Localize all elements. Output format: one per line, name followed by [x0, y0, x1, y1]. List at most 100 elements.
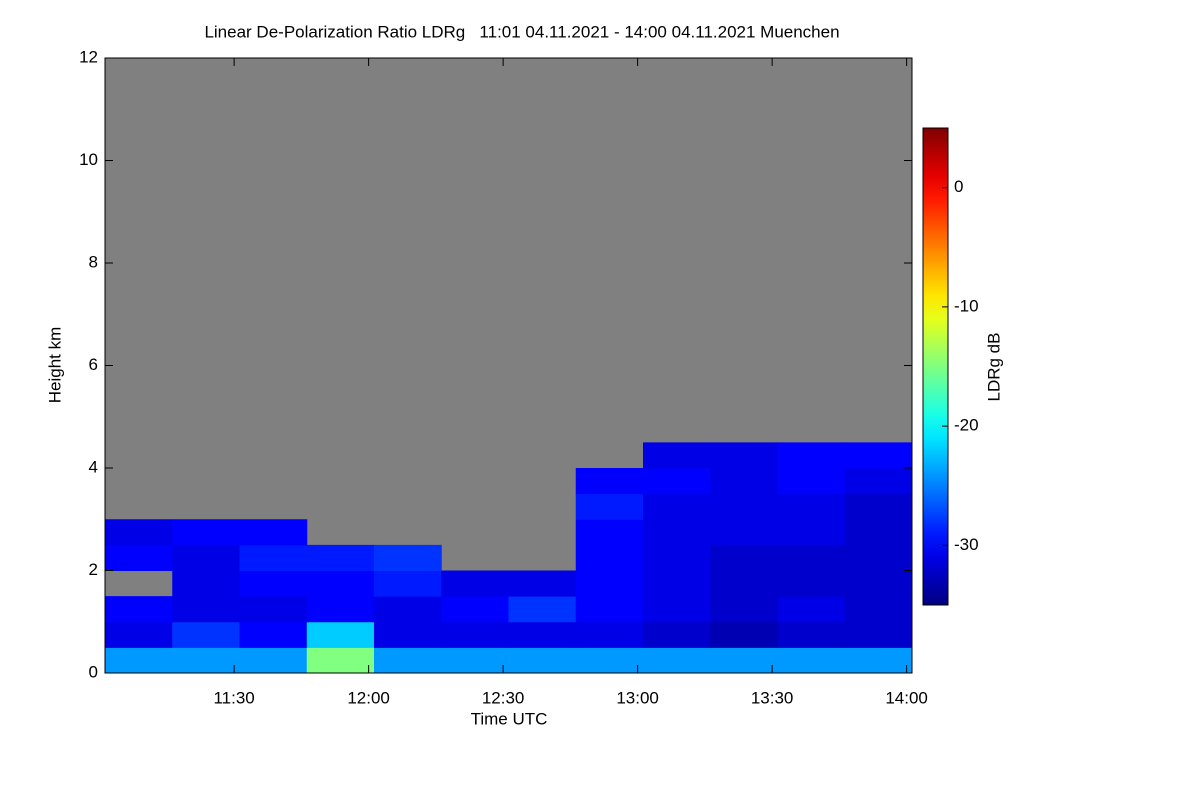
- y-axis-label: Height km: [45, 327, 64, 404]
- y-tick-label: 0: [89, 662, 98, 681]
- heatmap-cell: [441, 570, 509, 597]
- chart-title: Linear De-Polarization Ratio LDRg 11:01 …: [204, 22, 839, 41]
- heatmap-cell: [777, 442, 846, 469]
- heatmap-cell: [239, 621, 308, 648]
- heatmap-cell: [306, 621, 375, 648]
- heatmap-cell: [777, 596, 846, 623]
- heatmap-cell: [643, 442, 711, 469]
- heatmap-cell: [575, 647, 644, 674]
- x-tick-label: 12:30: [482, 688, 525, 707]
- heatmap-cell: [374, 544, 442, 571]
- heatmap-cell: [172, 647, 240, 674]
- colorbar-tick-label: -30: [954, 535, 979, 554]
- heatmap-cell: [508, 647, 577, 674]
- x-tick-label: 12:00: [347, 688, 390, 707]
- heatmap-cell: [710, 621, 778, 648]
- heatmap-cell: [105, 519, 173, 546]
- heatmap-cell: [239, 544, 308, 571]
- colorbar: [922, 127, 949, 606]
- heatmap-cell: [239, 519, 308, 546]
- heatmap-cell: [374, 596, 442, 623]
- heatmap-cell: [643, 519, 711, 546]
- heatmap-cell: [105, 621, 173, 648]
- heatmap-cell: [844, 621, 913, 648]
- heatmap-cell: [643, 621, 711, 648]
- heatmap-cell: [777, 647, 846, 674]
- heatmap-cell: [105, 596, 173, 623]
- heatmap-cell: [441, 596, 509, 623]
- heatmap-cell: [508, 621, 577, 648]
- heatmap-cell: [844, 647, 913, 674]
- heatmap-cell: [777, 468, 846, 495]
- heatmap-cell: [575, 519, 644, 546]
- heatmap-cell: [306, 647, 375, 674]
- heatmap-cell: [374, 621, 442, 648]
- heatmap-cell: [643, 570, 711, 597]
- colorbar-tick-label: -20: [954, 416, 979, 435]
- heatmap-cell: [172, 544, 240, 571]
- heatmap-cell: [374, 647, 442, 674]
- heatmap-cell: [777, 621, 846, 648]
- x-axis-label: Time UTC: [471, 709, 548, 728]
- heatmap-cell: [575, 468, 644, 495]
- x-tick-label: 11:30: [213, 688, 254, 707]
- colorbar-tick-label: -10: [954, 296, 979, 315]
- heatmap-cell: [172, 570, 240, 597]
- y-tick-label: 4: [89, 457, 98, 476]
- x-tick-label: 13:00: [616, 688, 659, 707]
- heatmap-cell: [306, 596, 375, 623]
- heatmap-cell: [844, 570, 913, 597]
- heatmap-cell: [306, 570, 375, 597]
- heatmap-cell: [239, 596, 308, 623]
- colorbar-label: LDRg dB: [984, 333, 1003, 402]
- heatmap-cell: [844, 442, 913, 469]
- heatmap-cell: [105, 544, 173, 571]
- heatmap-cell: [777, 570, 846, 597]
- heatmap-cell: [844, 596, 913, 623]
- heatmap-cell: [710, 442, 778, 469]
- heatmap-cell: [643, 544, 711, 571]
- heatmap-cell: [374, 570, 442, 597]
- heatmap-cell: [710, 519, 778, 546]
- heatmap-cell: [508, 596, 577, 623]
- heatmap-cell: [710, 570, 778, 597]
- y-tick-label: 8: [89, 252, 98, 271]
- heatmap-cell: [710, 493, 778, 520]
- heatmap-cell: [710, 596, 778, 623]
- heatmap-cell: [172, 596, 240, 623]
- heatmap-cell: [710, 647, 778, 674]
- heatmap-cell: [643, 647, 711, 674]
- colorbar-tick-label: 0: [954, 177, 963, 196]
- heatmap-cell: [239, 570, 308, 597]
- heatmap-cell: [777, 493, 846, 520]
- heatmap-cell: [643, 493, 711, 520]
- heatmap-cell: [172, 519, 240, 546]
- y-tick-label: 6: [89, 355, 98, 374]
- heatmap-cell: [643, 596, 711, 623]
- heatmap-cell: [844, 468, 913, 495]
- heatmap-cell: [777, 519, 846, 546]
- y-tick-label: 2: [89, 560, 98, 579]
- heatmap-cell: [575, 570, 644, 597]
- heatmap-cell: [844, 519, 913, 546]
- heatmap-cell: [777, 544, 846, 571]
- x-tick-label: 14:00: [885, 688, 928, 707]
- heatmap-cell: [710, 468, 778, 495]
- heatmap-cell: [575, 596, 644, 623]
- heatmap-cell: [508, 570, 577, 597]
- heatmap-cell: [441, 621, 509, 648]
- y-tick-label: 12: [79, 47, 98, 66]
- heatmap-cell: [844, 493, 913, 520]
- heatmap-cell: [105, 647, 173, 674]
- heatmap-cell: [239, 647, 308, 674]
- heatmap-cell: [710, 544, 778, 571]
- y-tick-label: 10: [79, 150, 98, 169]
- x-tick-label: 13:30: [751, 688, 794, 707]
- heatmap-cell: [575, 621, 644, 648]
- heatmap-cell: [643, 468, 711, 495]
- heatmap-cell: [575, 544, 644, 571]
- heatmap-cell: [844, 544, 913, 571]
- heatmap-cell: [441, 647, 509, 674]
- heatmap-cell: [172, 621, 240, 648]
